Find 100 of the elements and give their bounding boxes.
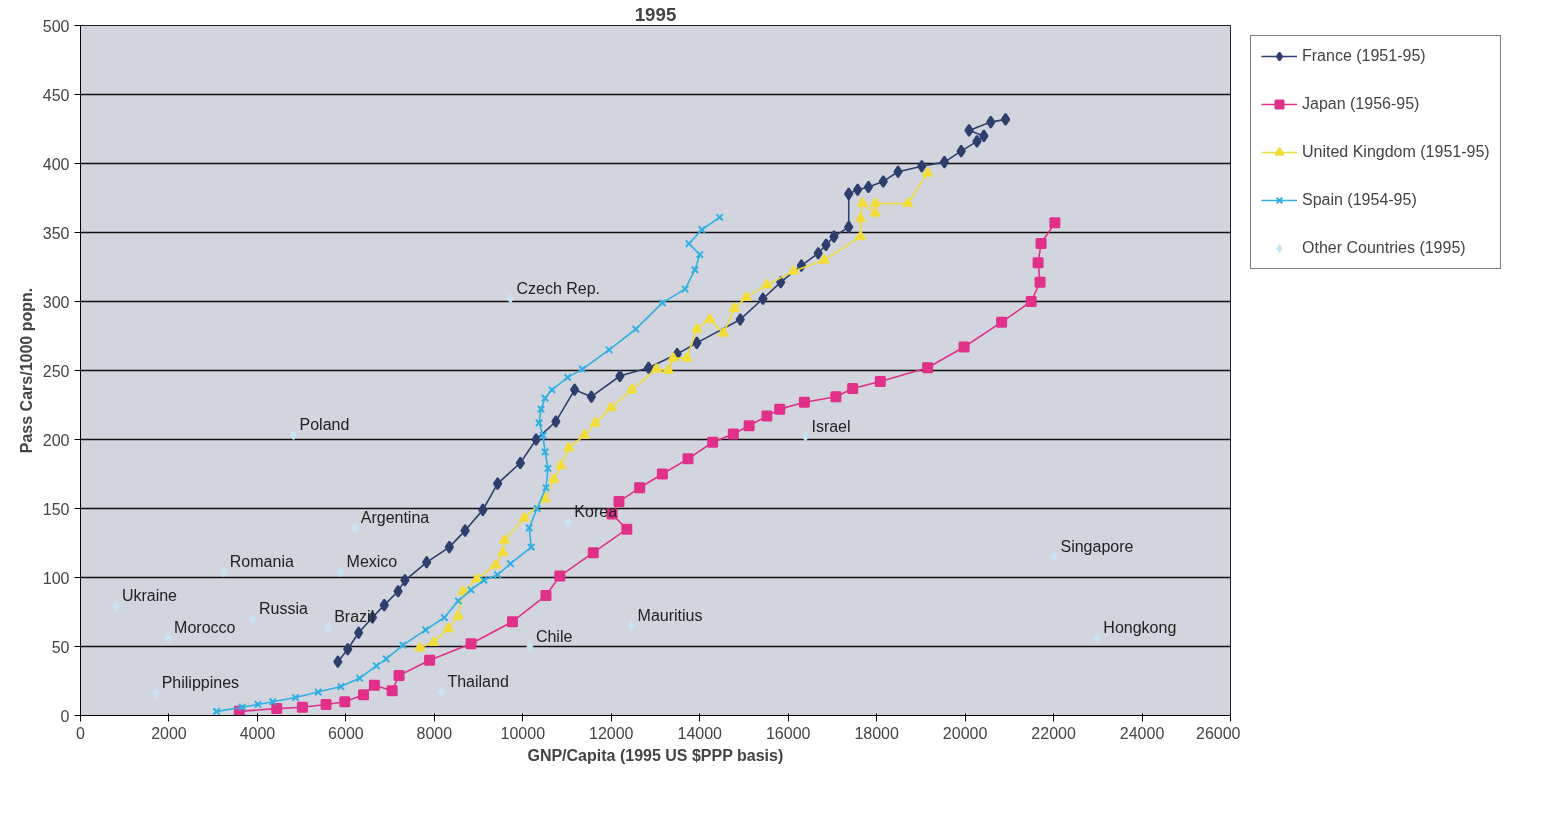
point — [547, 385, 557, 394]
point — [798, 396, 810, 408]
point — [541, 483, 551, 492]
point — [386, 685, 398, 697]
point — [540, 447, 550, 457]
annotation: Ukraine — [121, 587, 178, 605]
point — [869, 197, 881, 208]
point — [626, 383, 638, 394]
point — [690, 265, 700, 274]
point — [506, 559, 515, 568]
point — [893, 165, 903, 179]
point — [379, 598, 389, 612]
annotation: Argentina — [360, 508, 430, 526]
point — [650, 362, 662, 373]
y-tick-label: 450 — [42, 86, 70, 104]
point — [1034, 276, 1046, 288]
point — [681, 351, 693, 362]
point — [801, 431, 809, 442]
x-tick-label: 20000 — [942, 724, 988, 742]
point — [680, 284, 690, 294]
point — [735, 312, 745, 326]
point — [336, 682, 346, 691]
point — [715, 213, 724, 222]
y-tick-label: 400 — [42, 155, 70, 173]
point — [515, 456, 525, 470]
point — [540, 393, 550, 403]
x-tick-label: 10000 — [500, 724, 546, 742]
point — [813, 246, 823, 260]
x-tick-label: 12000 — [589, 724, 634, 742]
point — [518, 511, 530, 522]
y-tick-label: 300 — [42, 293, 70, 311]
point — [857, 197, 869, 208]
point — [368, 679, 380, 691]
point — [586, 390, 597, 404]
point — [460, 524, 470, 538]
point — [631, 324, 640, 334]
point — [339, 696, 351, 708]
point — [589, 416, 601, 427]
point — [554, 570, 566, 582]
point — [465, 638, 477, 650]
point — [922, 362, 934, 374]
point — [478, 503, 488, 517]
point — [979, 129, 989, 143]
point — [271, 703, 283, 715]
point — [343, 642, 353, 656]
y-tick-label: 50 — [51, 638, 70, 656]
legend-label: France (1951-95) — [1302, 47, 1426, 65]
point — [740, 291, 752, 301]
point — [548, 473, 560, 484]
point — [497, 546, 509, 557]
point — [555, 459, 567, 470]
annotation: Morocco — [174, 619, 236, 637]
x-tick-label: 6000 — [328, 724, 364, 742]
point — [527, 542, 536, 552]
point — [761, 410, 773, 422]
point — [818, 253, 830, 264]
point — [956, 144, 966, 158]
annotation: Thailand — [447, 673, 509, 691]
point — [490, 558, 502, 569]
point — [444, 540, 455, 554]
point — [1035, 238, 1047, 250]
point — [874, 376, 886, 388]
point — [440, 613, 449, 622]
legend-label: United Kingdom (1951-95) — [1302, 143, 1490, 161]
x-tick-label: 8000 — [416, 724, 453, 742]
y-tick-label: 0 — [60, 707, 70, 725]
point — [454, 596, 463, 606]
y-tick-label: 100 — [42, 569, 70, 587]
point — [728, 302, 740, 312]
point — [337, 566, 345, 577]
point — [1032, 257, 1044, 269]
point — [290, 430, 298, 441]
point — [605, 401, 617, 412]
point — [393, 584, 403, 598]
point — [471, 572, 483, 583]
point — [428, 636, 440, 646]
point — [333, 655, 343, 669]
annotation: Hongkong — [1103, 619, 1177, 637]
point — [320, 698, 332, 710]
point — [917, 159, 927, 173]
point — [829, 230, 839, 244]
point — [972, 134, 982, 148]
legend-label: Spain (1954-95) — [1302, 191, 1417, 209]
point — [634, 482, 646, 494]
point — [774, 403, 786, 415]
point — [939, 155, 950, 169]
annotation: Poland — [299, 416, 350, 434]
point — [902, 197, 914, 208]
y-tick-label: 350 — [42, 224, 70, 242]
x-tick-label: 0 — [76, 724, 86, 742]
legend-label: Other Countries (1995) — [1302, 239, 1466, 257]
point — [313, 687, 323, 697]
legend-label: Japan (1956-95) — [1302, 95, 1420, 113]
annotation: Chile — [535, 627, 573, 645]
point — [761, 278, 773, 289]
point — [534, 418, 544, 428]
point — [492, 477, 503, 491]
point — [704, 313, 716, 324]
point — [506, 293, 514, 304]
point — [526, 641, 534, 652]
